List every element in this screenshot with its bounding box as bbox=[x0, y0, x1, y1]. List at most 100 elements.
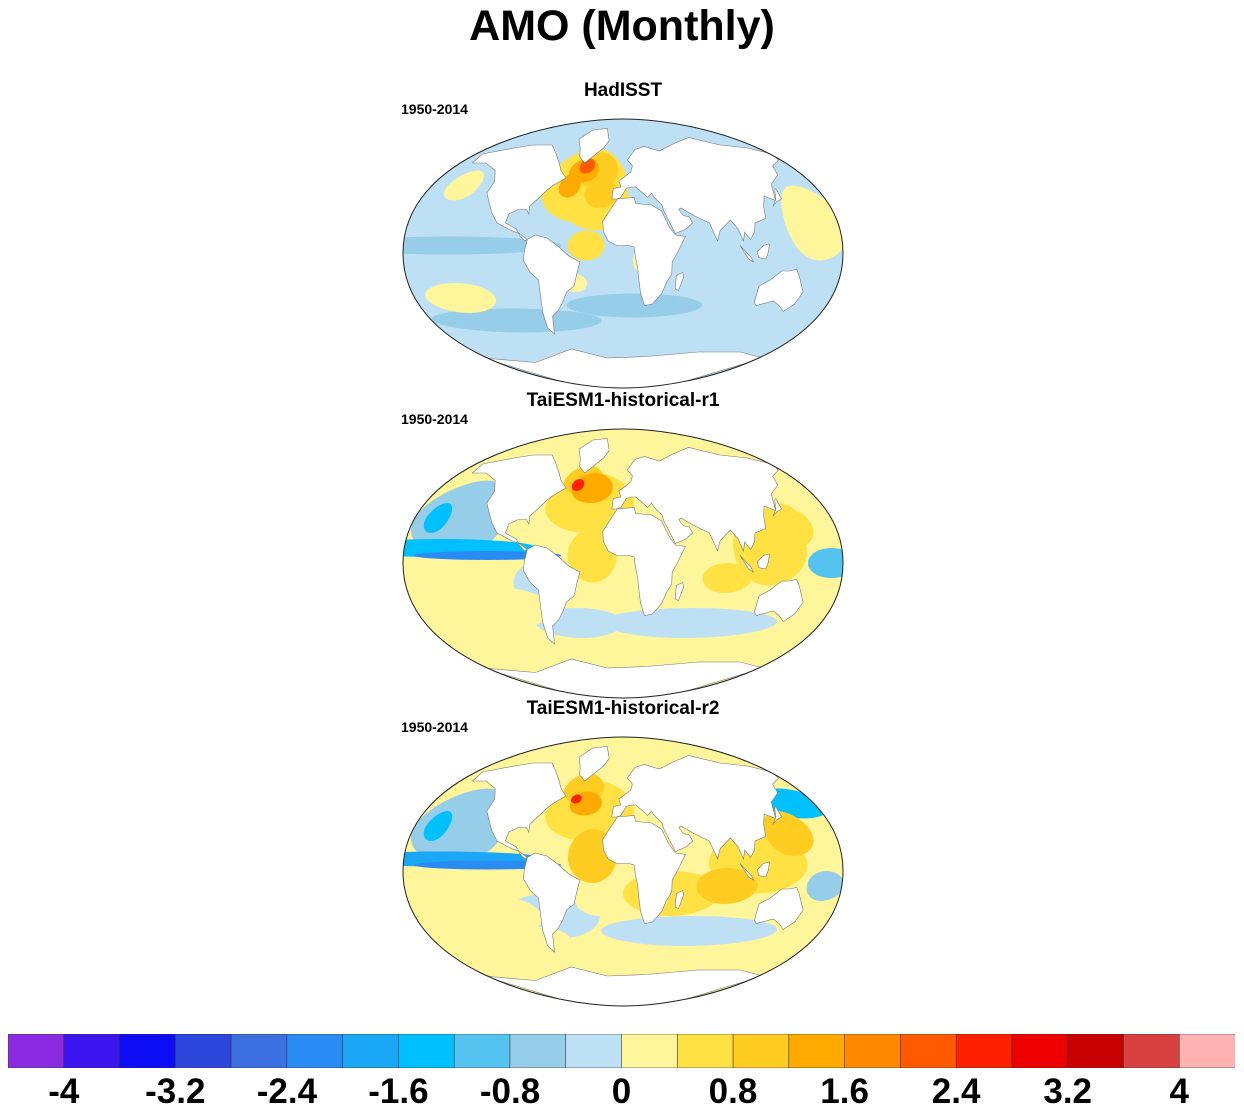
colorbar-swatch bbox=[175, 1034, 232, 1068]
colorbar-swatch bbox=[63, 1034, 121, 1068]
anomaly-region bbox=[808, 548, 843, 578]
colorbar-swatch bbox=[1123, 1034, 1181, 1068]
landmass bbox=[674, 272, 684, 291]
landmass bbox=[753, 887, 804, 930]
colorbar-tick-label: 0.8 bbox=[708, 1072, 758, 1111]
landmass bbox=[602, 815, 686, 924]
colorbar-swatch bbox=[1067, 1034, 1125, 1068]
anomaly-region bbox=[702, 563, 752, 593]
landmass bbox=[739, 555, 755, 573]
colorbar-swatch bbox=[342, 1034, 400, 1068]
landmass bbox=[522, 234, 581, 335]
anomaly-region bbox=[688, 614, 777, 632]
colorbar-swatch bbox=[621, 1034, 679, 1068]
landmass bbox=[471, 144, 567, 242]
panel-period: 1950-2014 bbox=[401, 411, 468, 427]
colorbar-swatch bbox=[565, 1034, 623, 1068]
colorbar-tick-label: -0.8 bbox=[479, 1072, 541, 1111]
landmass bbox=[772, 805, 782, 825]
landmass bbox=[482, 966, 765, 1006]
colorbar-swatch bbox=[286, 1034, 344, 1068]
panel-period: 1950-2014 bbox=[401, 719, 468, 735]
map-panel-taiesm1-r2: TaiESM1-historical-r2 1950-2014 bbox=[398, 698, 848, 1007]
colorbar-swatch bbox=[900, 1034, 957, 1068]
landmass bbox=[578, 438, 610, 474]
map-border bbox=[402, 428, 844, 699]
sst-anomaly-map bbox=[402, 428, 844, 699]
landmass bbox=[757, 553, 770, 570]
panel-period: 1950-2014 bbox=[401, 101, 468, 117]
anomaly-region bbox=[579, 158, 596, 174]
anomaly-region bbox=[566, 293, 703, 318]
landmass bbox=[522, 852, 581, 953]
landmass bbox=[674, 890, 684, 909]
anomaly-region bbox=[806, 871, 843, 901]
anomaly-region bbox=[584, 636, 643, 655]
anomaly-region bbox=[571, 794, 582, 804]
landmass bbox=[611, 755, 779, 861]
map-border bbox=[402, 736, 844, 1007]
colorbar-swatch bbox=[453, 1034, 511, 1068]
colorbar-swatch bbox=[955, 1034, 1013, 1068]
anomaly-region bbox=[763, 503, 814, 548]
colorbar-tick-label: -4 bbox=[48, 1072, 80, 1111]
colorbar-swatch bbox=[1011, 1034, 1069, 1068]
anomaly-region bbox=[413, 551, 562, 560]
colorbar-tick-label: -2.4 bbox=[256, 1072, 318, 1111]
landmass bbox=[739, 863, 755, 881]
colorbar-tick-label: 0 bbox=[611, 1072, 632, 1111]
anomaly-region bbox=[425, 283, 497, 313]
anomaly-region bbox=[410, 480, 510, 556]
landmass bbox=[578, 128, 610, 164]
anomaly-region bbox=[567, 230, 605, 261]
colorbar-swatch bbox=[788, 1034, 846, 1068]
colorbar-swatch bbox=[119, 1034, 177, 1068]
map-panel-taiesm1-r1: TaiESM1-historical-r1 1950-2014 bbox=[398, 390, 848, 699]
colorbar-tick-label: -1.6 bbox=[368, 1072, 429, 1111]
colorbar-tick-label: 1.6 bbox=[820, 1072, 869, 1111]
landmass bbox=[772, 187, 782, 207]
anomaly-region bbox=[784, 488, 835, 518]
colorbar-swatch bbox=[676, 1034, 734, 1068]
landmass bbox=[482, 348, 765, 388]
page-title: AMO (Monthly) bbox=[469, 2, 775, 50]
landmass bbox=[578, 746, 610, 782]
anomaly-region bbox=[575, 886, 623, 916]
landmass bbox=[522, 544, 581, 645]
landmass bbox=[611, 137, 779, 243]
colorbar bbox=[8, 1034, 1235, 1068]
anomaly-region bbox=[696, 868, 758, 904]
anomaly-region bbox=[571, 479, 585, 491]
anomaly-region bbox=[424, 893, 542, 939]
panel-title: TaiESM1-historical-r2 bbox=[526, 698, 720, 719]
anomaly-region bbox=[431, 308, 602, 333]
landmass bbox=[482, 658, 765, 698]
anomaly-region bbox=[448, 626, 552, 650]
anomaly-region bbox=[403, 236, 562, 255]
colorbar-tick-label: 4 bbox=[1169, 1072, 1189, 1111]
anomaly-region bbox=[584, 178, 618, 208]
anomaly-region bbox=[423, 811, 453, 841]
panel-title: TaiESM1-historical-r1 bbox=[526, 390, 720, 411]
anomaly-region bbox=[763, 811, 814, 856]
anomaly-region bbox=[444, 170, 484, 201]
colorbar-tick-label: 3.2 bbox=[1043, 1072, 1093, 1111]
colorbar-swatch bbox=[230, 1034, 288, 1068]
landmass bbox=[753, 269, 804, 312]
landmass bbox=[757, 243, 770, 260]
landmass bbox=[602, 507, 686, 616]
landmass bbox=[739, 245, 755, 263]
panel-title: HadISST bbox=[583, 80, 663, 101]
anomaly-region bbox=[423, 503, 453, 533]
colorbar-swatch bbox=[844, 1034, 902, 1068]
anomaly-region bbox=[558, 173, 581, 198]
landmass bbox=[602, 197, 686, 306]
colorbar-tick-label: 2.4 bbox=[931, 1072, 981, 1111]
colorbar-swatch bbox=[398, 1034, 455, 1068]
colorbar-tick-label: -3.2 bbox=[145, 1072, 206, 1111]
landmass bbox=[753, 579, 804, 622]
anomaly-region bbox=[413, 585, 554, 631]
sst-anomaly-map bbox=[402, 736, 844, 1007]
landmass bbox=[611, 447, 779, 553]
colorbar-swatch bbox=[509, 1034, 567, 1068]
